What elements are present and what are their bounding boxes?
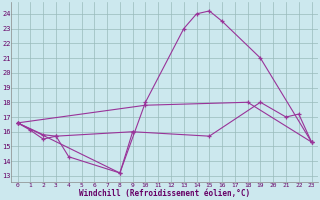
X-axis label: Windchill (Refroidissement éolien,°C): Windchill (Refroidissement éolien,°C) (79, 189, 250, 198)
